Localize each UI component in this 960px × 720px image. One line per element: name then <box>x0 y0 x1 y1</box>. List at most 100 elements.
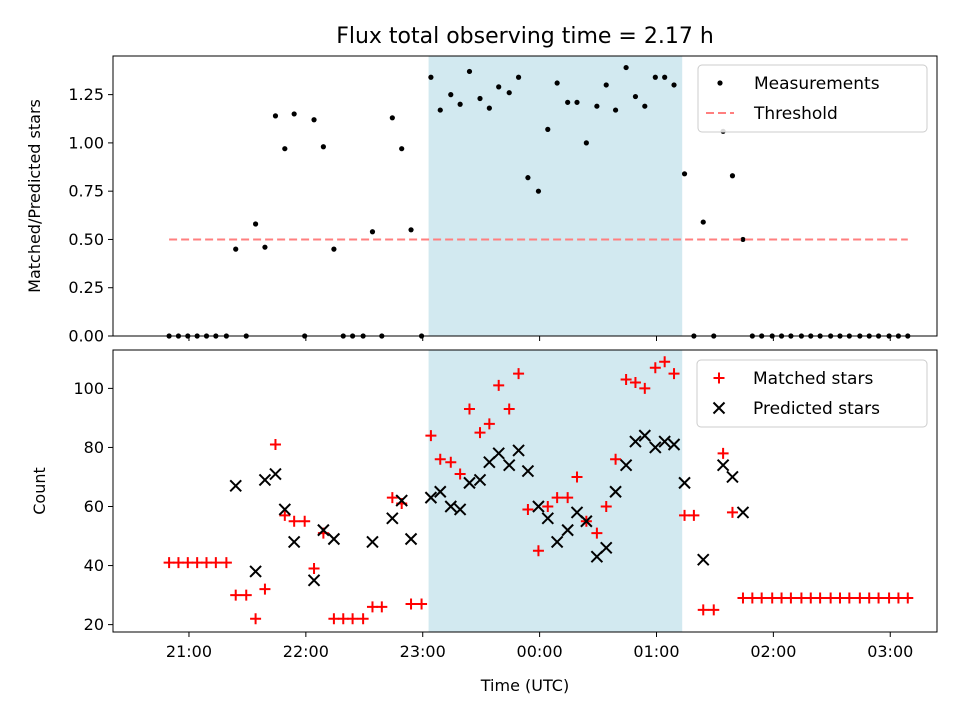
matched-stars-point <box>474 427 486 439</box>
matched-stars-point <box>513 368 525 380</box>
matched-stars-point <box>785 592 797 604</box>
x-tick-label: 23:00 <box>400 642 446 661</box>
measurements-legend-swatch <box>717 80 723 86</box>
count-plot-frame <box>112 349 938 633</box>
matched-stars-point <box>337 613 349 625</box>
count-y-tick-label: 100 <box>73 379 104 398</box>
matched-stars-point <box>776 592 788 604</box>
matched-stars-point <box>503 403 515 415</box>
predicted-stars-point <box>287 535 301 549</box>
predicted-stars-point <box>229 479 242 493</box>
measurements-point <box>652 74 658 80</box>
measurements-point <box>545 126 551 132</box>
ratio-panel: 0.00 0.25 0.50 0.75 1.00 1.25 Matched/Predict… <box>25 55 938 346</box>
matched-stars-point <box>620 374 632 386</box>
ratio-y-tick-label: 1.00 <box>68 133 104 152</box>
matched-stars-point <box>210 557 222 569</box>
predicted-stars-point <box>404 532 418 546</box>
predicted-stars-point <box>463 476 476 490</box>
predicted-stars-point <box>317 523 330 537</box>
matched-stars-point <box>600 501 612 513</box>
matched-stars-point <box>416 598 428 610</box>
ratio-plot-frame <box>112 55 938 337</box>
predicted-stars-point <box>278 503 292 516</box>
ratio-x-axis <box>188 336 891 341</box>
matched-stars-point <box>766 592 778 604</box>
matched-stars-point <box>591 527 603 539</box>
predicted-stars-point <box>629 435 642 448</box>
matched-stars-point <box>299 515 311 527</box>
predicted-stars-point <box>580 515 593 528</box>
ratio-legend: Measurements Threshold <box>697 64 928 133</box>
matched-stars-point <box>288 515 300 527</box>
count-y-tick-label: 40 <box>84 556 104 575</box>
measurements-point <box>399 146 405 152</box>
matched-stars-point <box>191 557 203 569</box>
matched-stars-point <box>386 492 398 504</box>
measurements-point <box>642 103 648 109</box>
matched-stars-point <box>434 453 446 465</box>
matched-stars-point <box>629 376 641 388</box>
matched-stars-point <box>425 430 437 442</box>
measurements-point <box>437 107 443 113</box>
matched-stars-point <box>445 456 457 468</box>
predicted-stars-point <box>726 470 739 484</box>
matched-stars-point <box>172 557 184 569</box>
matched-stars-point <box>610 453 622 465</box>
matched-stars-point <box>532 545 544 557</box>
ratio-marks <box>166 64 911 339</box>
measurements-point <box>554 80 560 86</box>
ratio-legend-box <box>697 64 928 133</box>
predicted-stars-point <box>541 512 554 525</box>
matched-stars-point <box>454 468 466 480</box>
measurements-point <box>486 105 492 111</box>
count-panel: 20 40 60 80 100 21:00 22:00 23:00 00:00 01:00 02:… <box>30 349 938 695</box>
measurements-point <box>331 246 337 252</box>
predicted-stars-point <box>716 458 730 472</box>
predicted-stars-point <box>550 535 564 549</box>
measurements-point <box>603 82 609 88</box>
matched-stars-point <box>328 613 340 625</box>
predicted-stars-point <box>678 476 691 490</box>
count-legend-box <box>696 359 928 428</box>
measurements-point <box>729 173 736 179</box>
predicted-stars-point <box>638 429 652 442</box>
predicted-stars-point <box>444 500 457 513</box>
measurements-point <box>525 175 531 181</box>
predicted-stars-point <box>492 447 505 460</box>
predicted-stars-point <box>600 541 613 555</box>
matched-stars-point <box>854 592 866 604</box>
matched-stars-point <box>863 592 875 604</box>
measurements-point <box>233 246 239 252</box>
matched-stars-point <box>825 592 837 604</box>
count-x-axis: 21:00 22:00 23:00 00:00 01:00 02:00 03:00 <box>166 632 913 661</box>
matched-stars-point <box>347 613 359 625</box>
predicted-stars-point <box>649 441 662 454</box>
measurements-point <box>389 115 395 121</box>
measurements-point <box>272 113 279 119</box>
measurements-point <box>515 74 522 80</box>
predicted-stars-point <box>269 467 282 481</box>
predicted-stars-point <box>327 532 341 546</box>
count-legend: Matched stars Predicted stars <box>696 359 928 428</box>
measurements-point <box>408 227 414 233</box>
measurements-point <box>311 117 317 123</box>
ratio-y-axis-label: Matched/Predicted stars <box>25 99 44 293</box>
predicted-stars-point <box>424 491 438 504</box>
measurements-point <box>428 74 434 80</box>
matched-stars-point <box>902 592 914 604</box>
predicted-stars-point <box>532 500 545 513</box>
measurements-point <box>662 74 668 80</box>
measurements-point <box>252 221 259 227</box>
matched-stars-point <box>562 492 574 504</box>
ratio-y-tick-label: 0.50 <box>68 230 104 249</box>
predicted-stars-point <box>307 574 321 587</box>
predicted-stars-point <box>258 473 272 487</box>
measurements-point <box>632 93 639 100</box>
matched-stars-point <box>405 598 417 610</box>
predicted-stars-point <box>366 535 379 549</box>
measurements-legend-label: Measurements <box>754 74 880 94</box>
predicted-stars-point <box>434 485 447 498</box>
measurements-point <box>369 229 376 235</box>
measurements-point <box>671 82 677 88</box>
